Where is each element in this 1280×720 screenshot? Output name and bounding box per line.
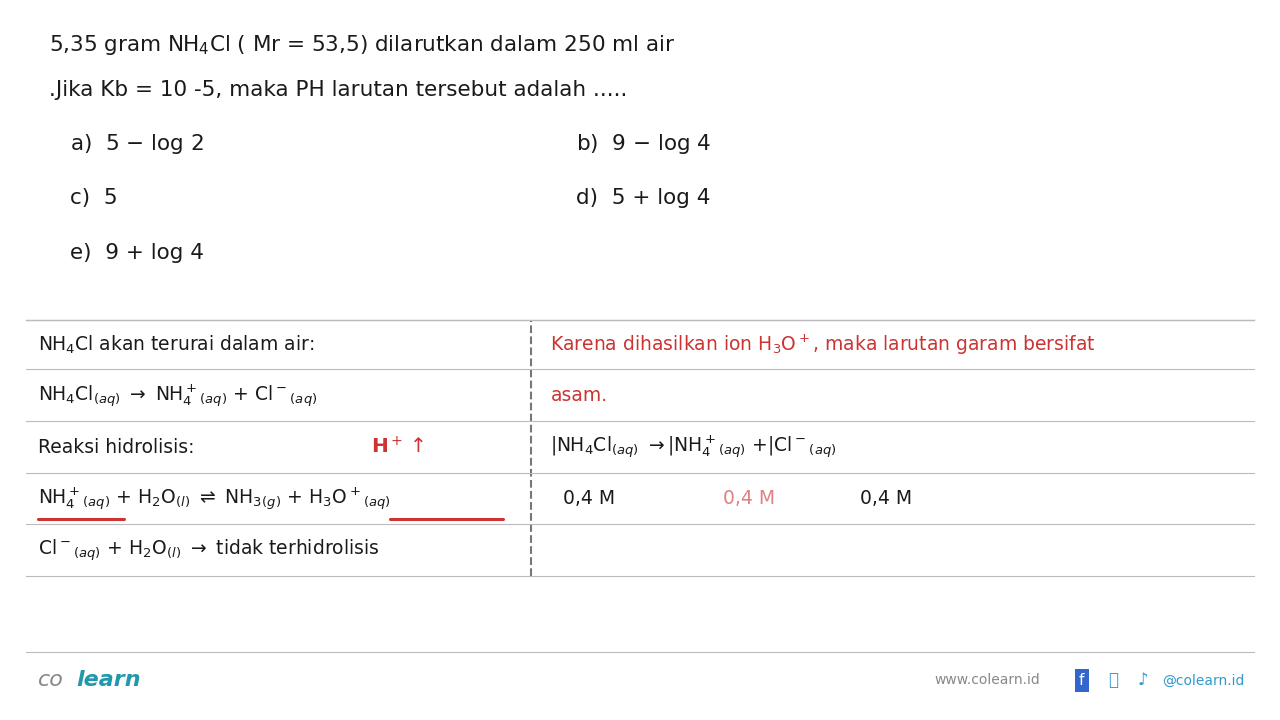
- Text: |NH$_4$Cl$_{(aq)}$ $\rightarrow$|NH$_4^+$$_{(aq)}$ +|Cl$^-$$_{(aq)}$: |NH$_4$Cl$_{(aq)}$ $\rightarrow$|NH$_4^+…: [550, 434, 837, 460]
- Text: e)  9 + log 4: e) 9 + log 4: [70, 243, 205, 264]
- Text: www.colearn.id: www.colearn.id: [934, 673, 1041, 688]
- Text: 0,4 M: 0,4 M: [723, 489, 776, 508]
- Text: b)  9 $-$ log 4: b) 9 $-$ log 4: [576, 132, 712, 156]
- Text: ♪: ♪: [1138, 671, 1148, 690]
- Text: co: co: [38, 670, 64, 690]
- Text: Karena dihasilkan ion H$_3$O$^+$, maka larutan garam bersifat: Karena dihasilkan ion H$_3$O$^+$, maka l…: [550, 333, 1096, 357]
- Text: Cl$^-$$_{(aq)}$ + H$_2$O$_{(l)}$ $\rightarrow$ tidak terhidrolisis: Cl$^-$$_{(aq)}$ + H$_2$O$_{(l)}$ $\right…: [38, 537, 380, 563]
- Text: d)  5 + log 4: d) 5 + log 4: [576, 188, 710, 208]
- Text: .Jika Kb = 10 -5, maka PH larutan tersebut adalah .....: .Jika Kb = 10 -5, maka PH larutan terseb…: [49, 80, 627, 100]
- Text: c)  5: c) 5: [70, 188, 118, 208]
- Text: Ⓘ: Ⓘ: [1108, 671, 1119, 690]
- Text: NH$_4$Cl$_{(aq)}$ $\rightarrow$ NH$_4^+$$_{(aq)}$ + Cl$^-$$_{(aq)}$: NH$_4$Cl$_{(aq)}$ $\rightarrow$ NH$_4^+$…: [38, 382, 317, 408]
- Text: NH$_4^+$$_{(aq)}$ + H$_2$O$_{(l)}$ $\rightleftharpoons$ NH$_3$$_{(g)}$ + H$_3$O$: NH$_4^+$$_{(aq)}$ + H$_2$O$_{(l)}$ $\rig…: [38, 485, 392, 512]
- Text: f: f: [1079, 673, 1084, 688]
- Text: NH$_4$Cl akan terurai dalam air:: NH$_4$Cl akan terurai dalam air:: [38, 334, 315, 356]
- Text: 0,4 M: 0,4 M: [860, 489, 913, 508]
- Text: @colearn.id: @colearn.id: [1162, 673, 1244, 688]
- Text: H$^+$$\uparrow$: H$^+$$\uparrow$: [371, 436, 425, 458]
- Text: asam.: asam.: [550, 386, 608, 405]
- Text: a)  5 $-$ log 2: a) 5 $-$ log 2: [70, 132, 205, 156]
- Text: 0,4 M: 0,4 M: [563, 489, 616, 508]
- Text: learn: learn: [77, 670, 141, 690]
- Text: Reaksi hidrolisis:: Reaksi hidrolisis:: [38, 438, 195, 456]
- Text: 5,35 gram NH$_4$Cl ( Mr = 53,5) dilarutkan dalam 250 ml air: 5,35 gram NH$_4$Cl ( Mr = 53,5) dilarutk…: [49, 32, 675, 57]
